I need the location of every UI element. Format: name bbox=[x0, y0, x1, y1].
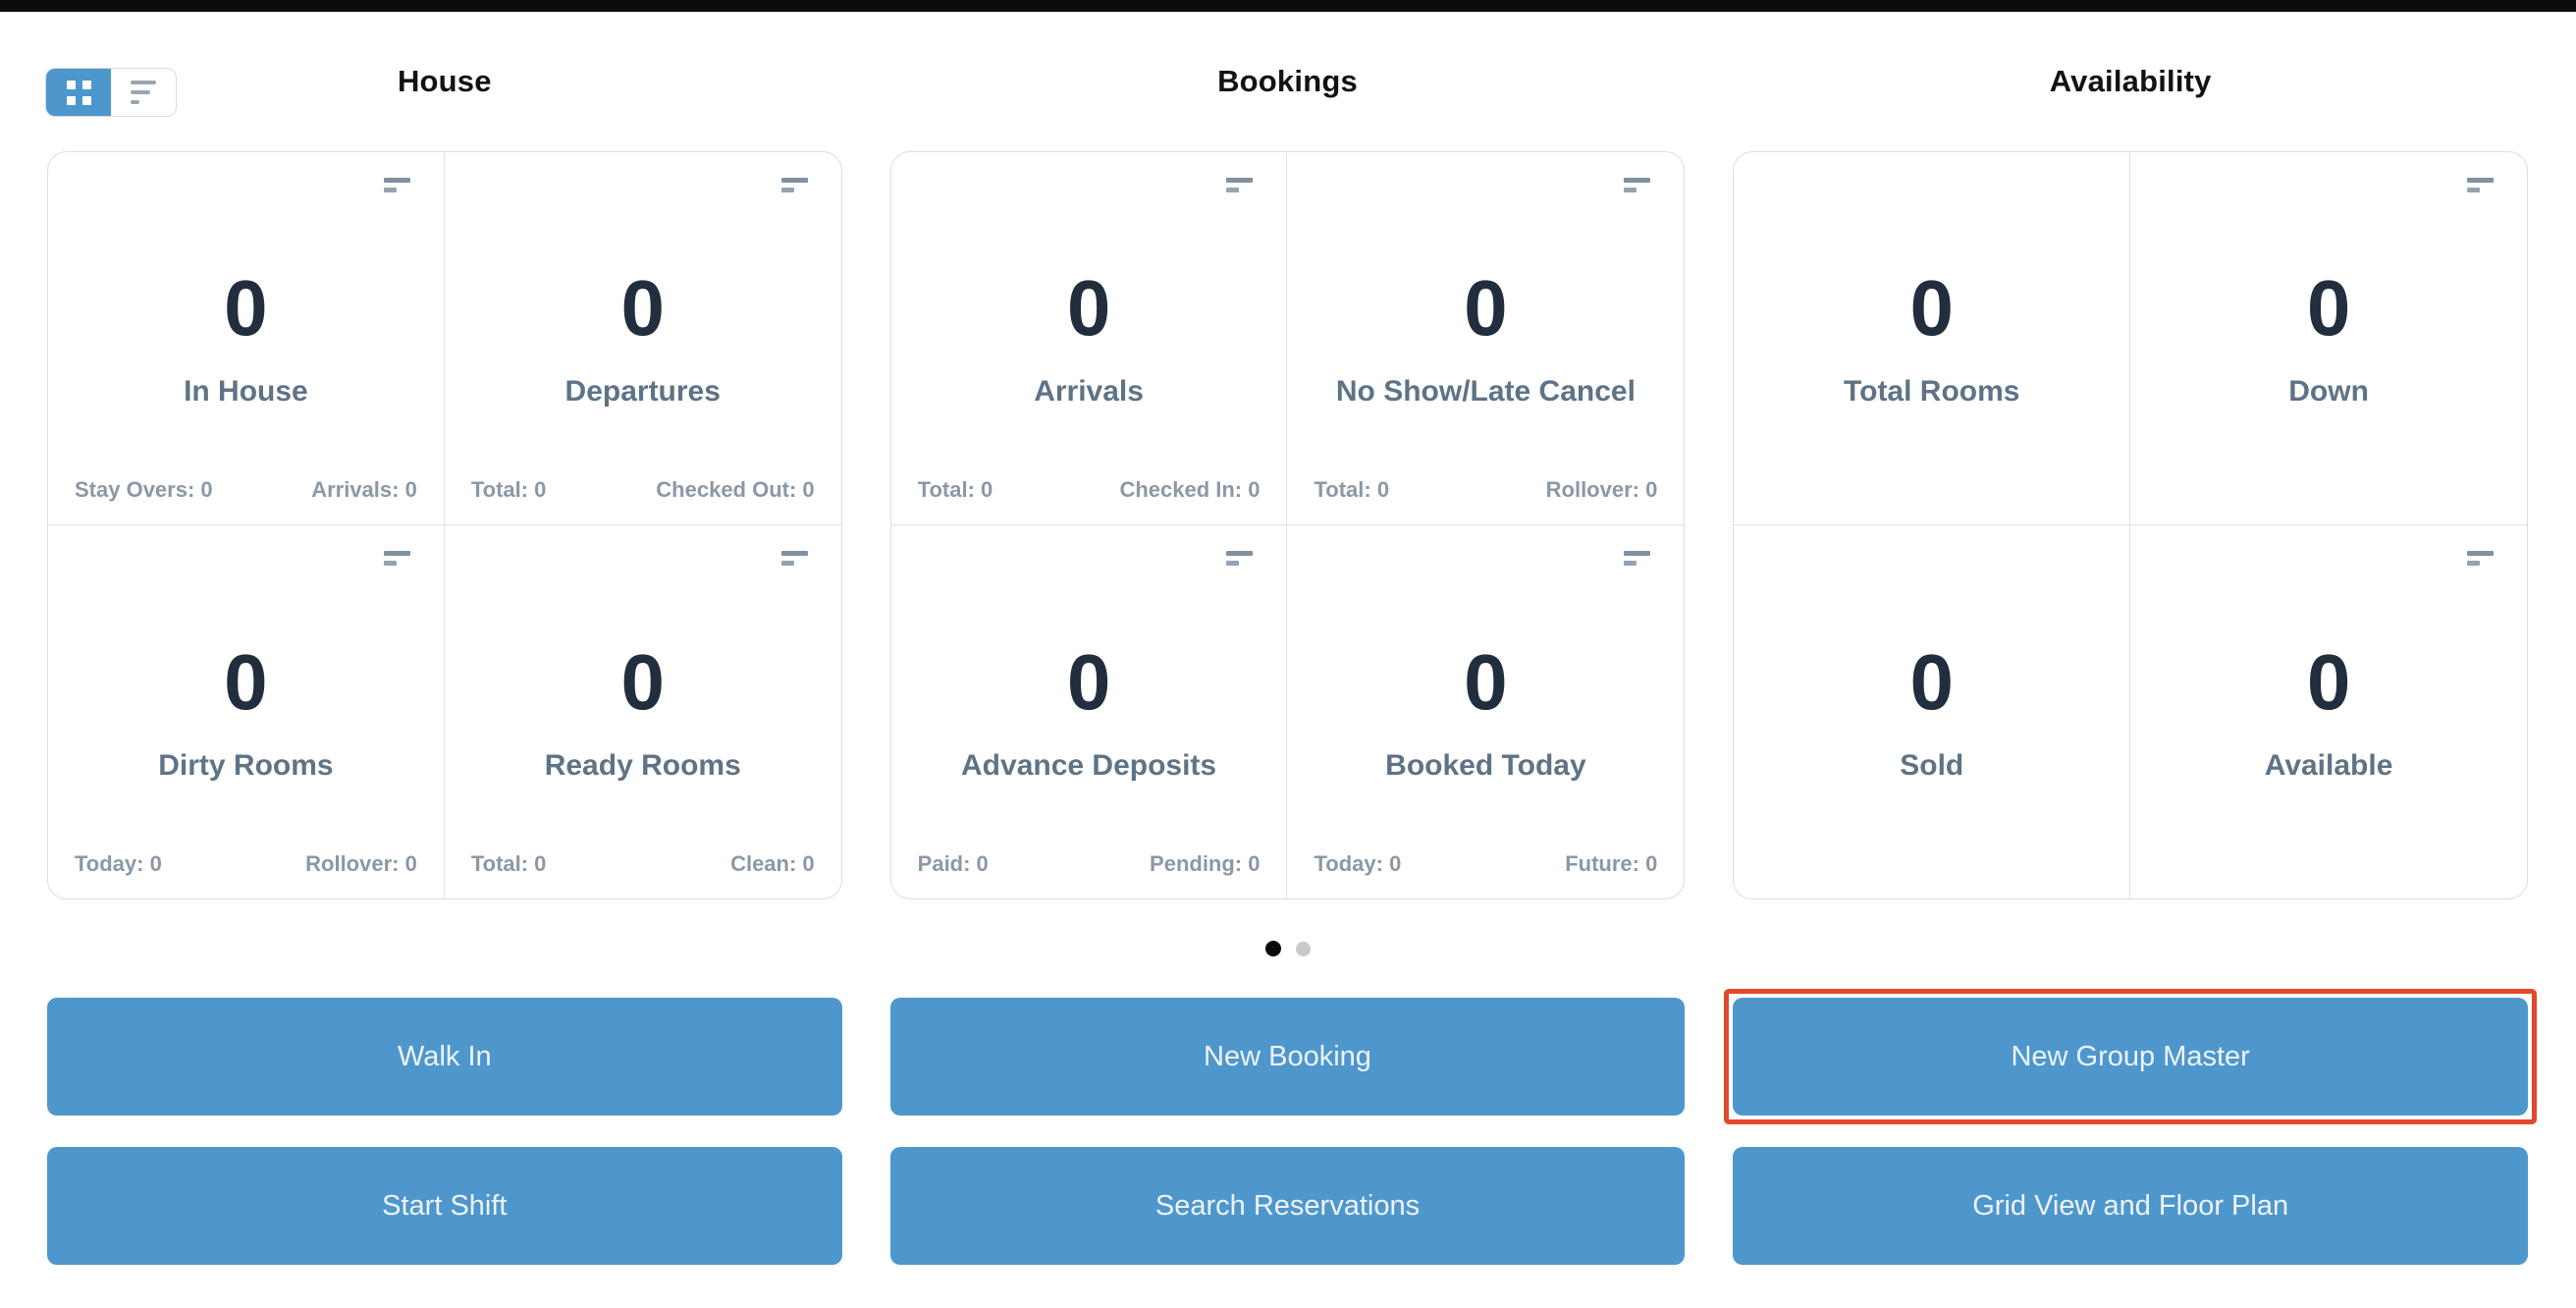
card-label: Ready Rooms bbox=[544, 748, 741, 782]
card-no-show-late-cancel[interactable]: 0 No Show/Late Cancel Total: 0 Rollover:… bbox=[1287, 152, 1685, 525]
card-value: 0 bbox=[224, 264, 268, 352]
highlight-ring bbox=[1724, 989, 2537, 1124]
card-stat-right: Pending: 0 bbox=[1150, 851, 1261, 876]
card-menu-icon[interactable] bbox=[780, 551, 808, 566]
card-value: 0 bbox=[1464, 637, 1508, 726]
start-shift-button[interactable]: Start Shift bbox=[47, 1147, 842, 1265]
card-label: Available bbox=[2264, 748, 2393, 782]
card-menu-icon[interactable] bbox=[1226, 178, 1254, 192]
top-bar bbox=[0, 0, 2576, 12]
card-stat-left: Total: 0 bbox=[470, 851, 547, 876]
search-reservations-button[interactable]: Search Reservations bbox=[889, 1147, 1686, 1265]
panel-house: 0 In House Stay Overs: 0 Arrivals: 0 0 D… bbox=[47, 151, 842, 899]
card-value: 0 bbox=[2306, 264, 2351, 352]
card-stat-right: Rollover: 0 bbox=[305, 851, 417, 876]
card-label: Booked Today bbox=[1385, 748, 1586, 782]
card-arrivals[interactable]: 0 Arrivals Total: 0 Checked In: 0 bbox=[890, 152, 1288, 525]
card-label: Total Rooms bbox=[1844, 375, 2020, 408]
card-menu-icon[interactable] bbox=[780, 178, 808, 192]
new-booking-button[interactable]: New Booking bbox=[889, 998, 1686, 1116]
card-stat-right: Rollover: 0 bbox=[1545, 477, 1658, 502]
card-departures[interactable]: 0 Departures Total: 0 Checked Out: 0 bbox=[444, 152, 841, 525]
column-header-availability: Availability bbox=[2049, 64, 2212, 98]
list-view-button[interactable] bbox=[111, 69, 176, 116]
card-ready-rooms[interactable]: 0 Ready Rooms Total: 0 Clean: 0 bbox=[445, 525, 841, 899]
card-value: 0 bbox=[1909, 264, 1954, 352]
card-label: Down bbox=[2288, 375, 2369, 408]
list-icon bbox=[131, 81, 156, 104]
carousel-dot[interactable] bbox=[1264, 941, 1281, 956]
card-advance-deposits[interactable]: 0 Advance Deposits Paid: 0 Pending: 0 bbox=[891, 525, 1288, 899]
card-stat-left: Stay Overs: 0 bbox=[75, 477, 213, 502]
card-stat-right: Future: 0 bbox=[1565, 851, 1658, 876]
card-menu-icon[interactable] bbox=[383, 178, 410, 192]
card-label: Sold bbox=[1900, 748, 1964, 782]
carousel-dots bbox=[47, 899, 2528, 998]
card-value: 0 bbox=[224, 637, 268, 726]
stat-panels: 0 In House Stay Overs: 0 Arrivals: 0 0 D… bbox=[47, 151, 2528, 899]
grid-icon bbox=[66, 80, 91, 105]
card-booked-today[interactable]: 0 Booked Today Today: 0 Future: 0 bbox=[1287, 525, 1684, 899]
card-stat-right: Clean: 0 bbox=[730, 851, 815, 876]
panel-bookings: 0 Arrivals Total: 0 Checked In: 0 0 No S… bbox=[889, 151, 1686, 899]
card-menu-icon[interactable] bbox=[1226, 551, 1254, 566]
card-label: No Show/Late Cancel bbox=[1335, 375, 1636, 408]
card-available[interactable]: 0 Available bbox=[2130, 525, 2527, 899]
card-menu-icon[interactable] bbox=[1624, 551, 1651, 566]
grid-view-button[interactable] bbox=[46, 69, 111, 116]
card-stat-left: Total: 0 bbox=[917, 477, 993, 502]
column-header-bookings: Bookings bbox=[1217, 64, 1358, 98]
card-stat-left: Today: 0 bbox=[75, 851, 162, 876]
card-stat-right: Arrivals: 0 bbox=[311, 477, 417, 502]
dashboard: House Bookings Availability 0 In House S… bbox=[0, 12, 2576, 1265]
card-menu-icon[interactable] bbox=[383, 551, 410, 566]
card-menu-icon[interactable] bbox=[2467, 178, 2494, 192]
card-stat-left: Today: 0 bbox=[1314, 851, 1402, 876]
card-total-rooms[interactable]: 0 Total Rooms bbox=[1734, 152, 2131, 525]
action-buttons-row-2: Start Shift Search Reservations Grid Vie… bbox=[47, 1147, 2528, 1265]
card-value: 0 bbox=[2306, 637, 2351, 726]
card-stat-right: Checked Out: 0 bbox=[656, 477, 815, 502]
card-sold[interactable]: 0 Sold bbox=[1734, 525, 2131, 899]
card-value: 0 bbox=[1066, 264, 1111, 352]
card-in-house[interactable]: 0 In House Stay Overs: 0 Arrivals: 0 bbox=[48, 152, 445, 525]
card-label: Dirty Rooms bbox=[158, 748, 334, 782]
card-label: In House bbox=[184, 375, 308, 408]
card-value: 0 bbox=[620, 264, 665, 352]
card-value: 0 bbox=[1464, 264, 1508, 352]
card-stat-right: Checked In: 0 bbox=[1119, 477, 1261, 502]
card-stat-left: Total: 0 bbox=[1314, 477, 1390, 502]
walk-in-button[interactable]: Walk In bbox=[47, 998, 842, 1116]
column-header-house: House bbox=[397, 64, 492, 98]
new-group-master-button[interactable]: New Group Master bbox=[1724, 989, 2537, 1124]
card-down[interactable]: 0 Down bbox=[2130, 152, 2527, 525]
card-stat-left: Paid: 0 bbox=[917, 851, 989, 876]
grid-view-floor-plan-button[interactable]: Grid View and Floor Plan bbox=[1733, 1147, 2528, 1265]
card-menu-icon[interactable] bbox=[2467, 551, 2494, 566]
column-headers: House Bookings Availability bbox=[47, 12, 2528, 151]
card-label: Departures bbox=[564, 375, 721, 408]
view-toggle bbox=[45, 68, 177, 117]
carousel-dot[interactable] bbox=[1295, 941, 1311, 956]
card-dirty-rooms[interactable]: 0 Dirty Rooms Today: 0 Rollover: 0 bbox=[48, 525, 445, 899]
card-value: 0 bbox=[1909, 637, 1954, 726]
card-menu-icon[interactable] bbox=[1624, 178, 1651, 192]
card-label: Advance Deposits bbox=[961, 748, 1217, 782]
card-value: 0 bbox=[1066, 637, 1111, 726]
panel-availability: 0 Total Rooms 0 Down 0 Sold 0 Available bbox=[1733, 151, 2528, 899]
action-buttons-row-1: Walk In New Booking New Group Master bbox=[47, 989, 2537, 1124]
card-value: 0 bbox=[620, 637, 665, 726]
card-stat-left: Total: 0 bbox=[470, 477, 547, 502]
card-label: Arrivals bbox=[1034, 375, 1144, 408]
